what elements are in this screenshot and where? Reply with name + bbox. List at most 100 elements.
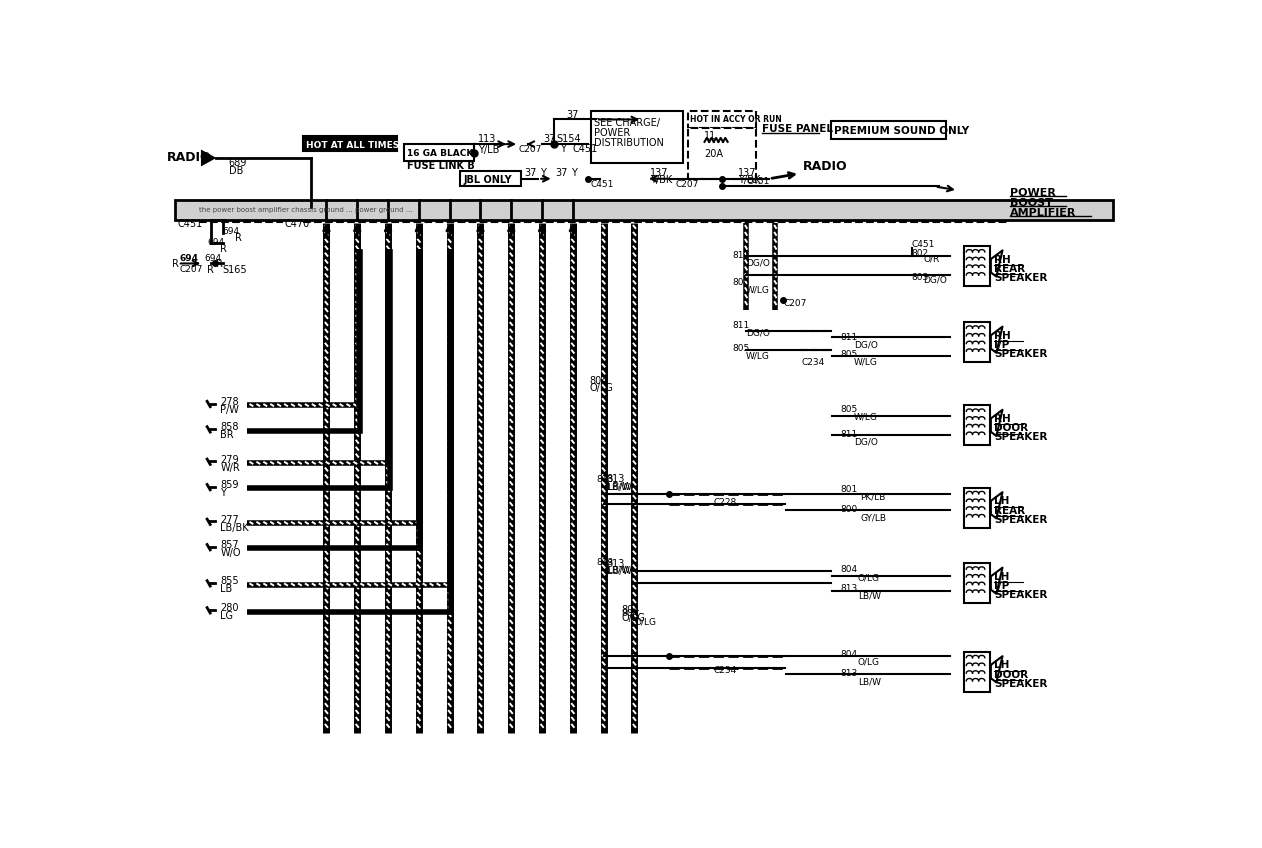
Text: LB/W: LB/W: [607, 482, 632, 492]
Text: 804: 804: [840, 566, 857, 574]
Text: JBL ONLY: JBL ONLY: [463, 175, 512, 185]
Text: C207: C207: [675, 181, 699, 189]
Text: DG/O: DG/O: [746, 328, 770, 338]
Bar: [964, 651, 991, 692]
Bar: [174, 199, 1113, 220]
Text: REAR: REAR: [994, 505, 1025, 516]
Text: SPEAKER: SPEAKER: [994, 679, 1047, 689]
Text: 804: 804: [621, 610, 639, 618]
Text: R: R: [216, 259, 223, 269]
Text: C451: C451: [572, 144, 597, 154]
Text: W/LG: W/LG: [746, 351, 770, 360]
Text: SPEAKER: SPEAKER: [994, 273, 1047, 283]
Text: C234: C234: [714, 666, 737, 674]
Text: LB: LB: [220, 584, 232, 594]
Text: 859: 859: [220, 480, 239, 490]
Text: 37: 37: [524, 169, 536, 178]
Text: GY/LB: GY/LB: [861, 513, 886, 522]
Text: 37: 37: [555, 169, 568, 178]
Text: SPEAKER: SPEAKER: [994, 349, 1047, 360]
Text: DG/O: DG/O: [746, 259, 770, 268]
Text: R: R: [220, 244, 227, 254]
Text: 113: 113: [478, 135, 496, 144]
Bar: [303, 136, 398, 151]
Text: 813: 813: [607, 474, 625, 484]
Bar: [688, 128, 756, 179]
Text: REAR: REAR: [994, 264, 1025, 274]
Text: C451: C451: [746, 177, 770, 187]
Text: 805: 805: [732, 343, 750, 353]
Text: Y: Y: [570, 169, 577, 178]
Text: C470: C470: [284, 219, 309, 229]
Text: HOT IN ACCY OR RUN: HOT IN ACCY OR RUN: [690, 115, 781, 124]
Text: 137: 137: [650, 169, 669, 178]
Text: SEE CHARGE/: SEE CHARGE/: [594, 119, 660, 128]
Text: LG: LG: [220, 611, 233, 621]
Text: FUSE LINK B: FUSE LINK B: [408, 160, 475, 170]
Text: LB/W: LB/W: [607, 566, 631, 574]
Text: 811: 811: [732, 321, 750, 330]
Text: C451: C451: [911, 240, 935, 248]
Text: 137: 137: [738, 168, 757, 177]
Text: 20A: 20A: [704, 149, 723, 159]
Text: PREMIUM SOUND ONLY: PREMIUM SOUND ONLY: [834, 126, 969, 136]
Text: 694: 694: [207, 238, 225, 247]
Text: Y: Y: [560, 144, 565, 154]
Bar: [404, 144, 473, 161]
Text: SPEAKER: SPEAKER: [994, 515, 1047, 525]
Text: 811: 811: [840, 430, 857, 439]
Text: LB/W: LB/W: [607, 483, 631, 491]
Text: 802: 802: [911, 249, 929, 258]
Text: DOOR: DOOR: [994, 670, 1029, 679]
Text: RH: RH: [994, 414, 1011, 424]
Text: 804: 804: [589, 376, 608, 386]
Text: 11: 11: [704, 131, 716, 142]
Text: LB/BK: LB/BK: [220, 522, 249, 533]
Polygon shape: [201, 149, 216, 166]
Text: S154: S154: [557, 135, 582, 144]
Text: 813: 813: [607, 559, 625, 569]
Text: S165: S165: [222, 265, 247, 275]
Bar: [964, 405, 991, 445]
Bar: [964, 246, 991, 286]
Text: 280: 280: [220, 604, 239, 613]
Text: W/O: W/O: [220, 548, 241, 558]
Text: 37: 37: [544, 135, 557, 144]
Text: 805: 805: [840, 350, 857, 359]
Text: R: R: [235, 233, 242, 243]
Text: C234: C234: [801, 358, 825, 366]
Text: 855: 855: [220, 577, 239, 587]
Text: O/R: O/R: [924, 254, 939, 264]
Text: 803: 803: [911, 273, 929, 282]
Text: LH: LH: [994, 661, 1010, 671]
Text: Y/LB: Y/LB: [478, 144, 500, 154]
Text: R: R: [172, 259, 178, 269]
Text: LH: LH: [994, 496, 1010, 506]
Text: O/LG: O/LG: [621, 612, 645, 622]
Text: 694: 694: [222, 227, 240, 237]
Text: C207: C207: [519, 145, 543, 154]
Text: FUSE PANEL: FUSE PANEL: [761, 125, 833, 135]
Text: 804: 804: [621, 605, 640, 615]
Text: DISTRIBUTION: DISTRIBUTION: [594, 138, 664, 148]
Text: 694: 694: [179, 254, 198, 264]
Text: C451: C451: [591, 181, 613, 189]
Text: Y: Y: [220, 488, 226, 498]
Text: 857: 857: [220, 540, 239, 550]
Text: 278: 278: [220, 397, 239, 407]
Text: O/LG: O/LG: [589, 383, 613, 393]
Text: RH: RH: [994, 331, 1011, 341]
Text: 279: 279: [220, 455, 239, 465]
Text: 16 GA BLACK: 16 GA BLACK: [408, 149, 473, 158]
Text: SPEAKER: SPEAKER: [994, 432, 1047, 443]
Text: W/LG: W/LG: [746, 286, 770, 295]
Text: BOOST: BOOST: [1010, 198, 1053, 208]
Text: DG/O: DG/O: [924, 276, 946, 285]
Text: RADIO: RADIO: [803, 160, 848, 173]
Text: P/W: P/W: [220, 404, 239, 415]
Text: C207: C207: [782, 299, 806, 308]
Text: W/LG: W/LG: [854, 413, 878, 422]
Text: O/LG: O/LG: [635, 617, 656, 626]
Text: PK/LB: PK/LB: [861, 493, 886, 501]
Text: 800: 800: [840, 505, 857, 515]
